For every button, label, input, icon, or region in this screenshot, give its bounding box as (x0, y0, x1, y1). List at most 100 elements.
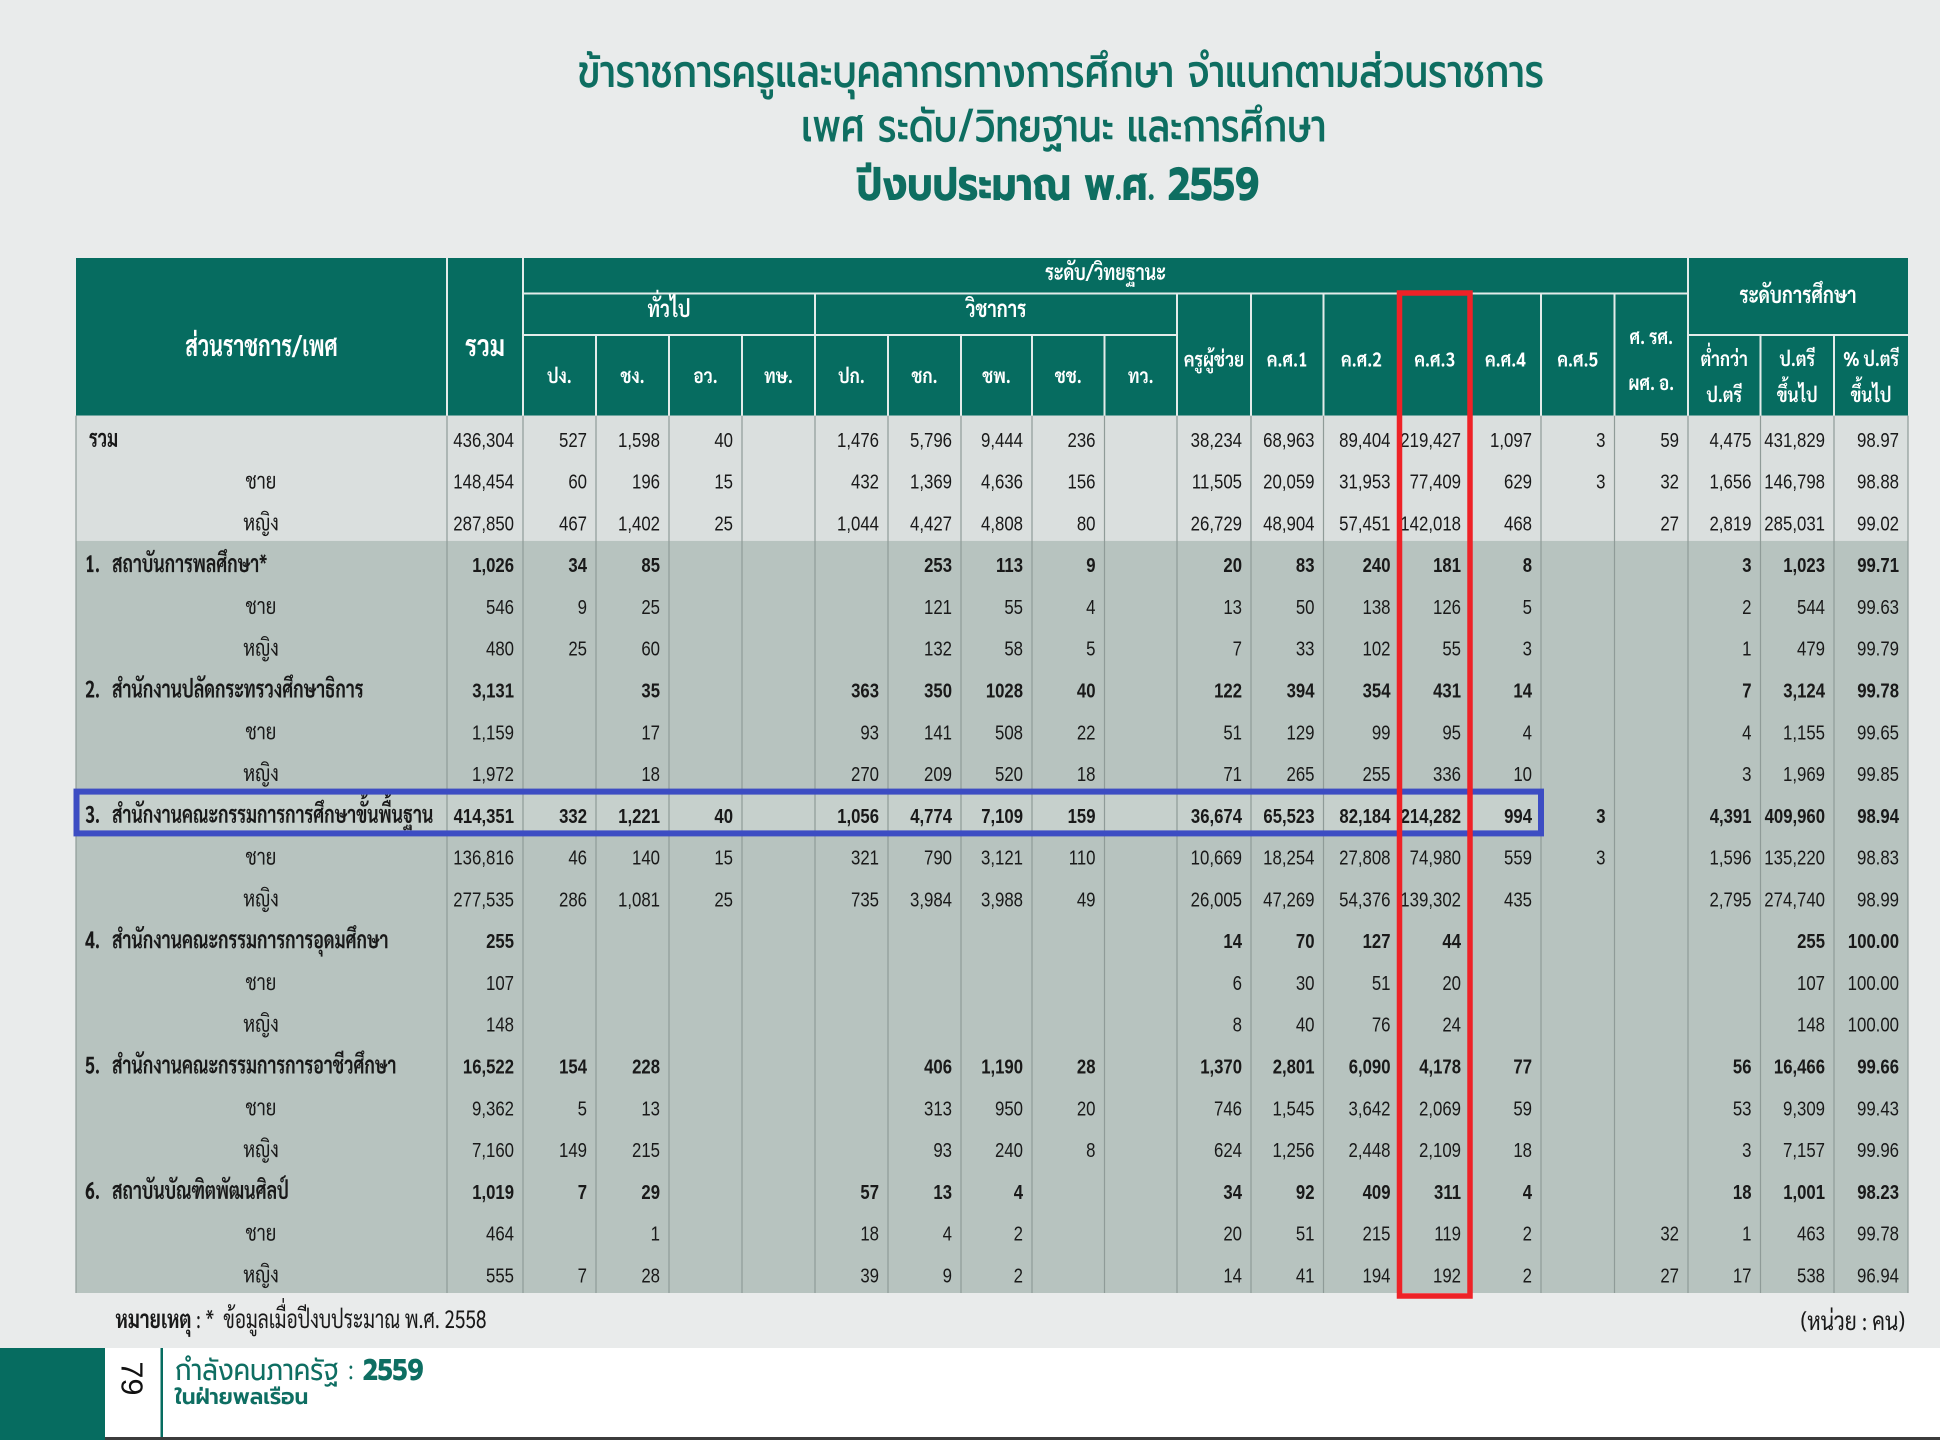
svg-text:113: 113 (996, 553, 1023, 576)
svg-text:1,545: 1,545 (1272, 1097, 1314, 1120)
svg-text:4,391: 4,391 (1710, 804, 1752, 827)
svg-text:100.00: 100.00 (1848, 930, 1899, 953)
svg-text:2: 2 (1523, 1222, 1532, 1245)
svg-text:629: 629 (1504, 470, 1532, 493)
svg-text:3: 3 (1742, 763, 1751, 786)
svg-text:99: 99 (1372, 721, 1391, 744)
svg-text:99.96: 99.96 (1857, 1139, 1899, 1162)
svg-text:99.63: 99.63 (1857, 595, 1899, 618)
svg-text:4,427: 4,427 (910, 512, 952, 535)
svg-text:4,774: 4,774 (910, 804, 952, 827)
svg-text:79: 79 (115, 1362, 149, 1396)
svg-text:25: 25 (714, 512, 733, 535)
svg-text:4: 4 (943, 1222, 952, 1245)
svg-text:1,476: 1,476 (837, 428, 879, 451)
svg-text:20: 20 (1077, 1097, 1096, 1120)
svg-text:59: 59 (1660, 428, 1679, 451)
svg-text:8: 8 (1233, 1013, 1242, 1036)
svg-text:3,642: 3,642 (1348, 1097, 1390, 1120)
svg-text:139,302: 139,302 (1400, 888, 1461, 911)
svg-text:18: 18 (1513, 1139, 1532, 1162)
svg-text:15: 15 (714, 470, 733, 493)
svg-text:50: 50 (1296, 595, 1315, 618)
svg-text:99.66: 99.66 (1857, 1055, 1899, 1078)
svg-text:68,963: 68,963 (1263, 428, 1314, 451)
svg-text:98.97: 98.97 (1857, 428, 1899, 451)
svg-text:1,969: 1,969 (1783, 763, 1825, 786)
svg-text:20,059: 20,059 (1263, 470, 1314, 493)
svg-text:99.85: 99.85 (1857, 763, 1899, 786)
svg-text:1: 1 (1742, 637, 1751, 660)
svg-text:18,254: 18,254 (1263, 846, 1314, 869)
svg-text:59: 59 (1513, 1097, 1532, 1120)
svg-text:4: 4 (1742, 721, 1751, 744)
svg-text:790: 790 (924, 846, 952, 869)
svg-text:538: 538 (1797, 1264, 1825, 1287)
svg-text:85: 85 (641, 553, 660, 576)
svg-text:1,056: 1,056 (837, 804, 879, 827)
svg-text:214,282: 214,282 (1401, 804, 1461, 827)
svg-text:1,972: 1,972 (472, 763, 514, 786)
svg-text:40: 40 (1077, 679, 1096, 702)
svg-text:624: 624 (1214, 1139, 1242, 1162)
svg-text:464: 464 (486, 1222, 514, 1245)
svg-text:36,674: 36,674 (1191, 804, 1243, 827)
svg-text:76: 76 (1372, 1013, 1391, 1036)
svg-text:99.78: 99.78 (1857, 679, 1899, 702)
svg-text:2: 2 (1014, 1222, 1023, 1245)
svg-text:141: 141 (924, 721, 952, 744)
svg-text:192: 192 (1433, 1264, 1461, 1287)
svg-text:127: 127 (1363, 930, 1391, 953)
svg-text:99.43: 99.43 (1857, 1097, 1899, 1120)
svg-text:4: 4 (1014, 1180, 1024, 1203)
svg-text:49: 49 (1077, 888, 1096, 911)
svg-text:277,535: 277,535 (453, 888, 514, 911)
svg-text:559: 559 (1504, 846, 1532, 869)
svg-text:77: 77 (1513, 1055, 1532, 1078)
svg-text:467: 467 (559, 512, 587, 535)
svg-text:255: 255 (1797, 930, 1825, 953)
svg-text:950: 950 (995, 1097, 1023, 1120)
svg-text:3: 3 (1596, 846, 1605, 869)
svg-text:2,069: 2,069 (1419, 1097, 1461, 1120)
svg-text:432: 432 (851, 470, 879, 493)
svg-text:285,031: 285,031 (1764, 512, 1825, 535)
svg-text:102: 102 (1362, 637, 1390, 660)
svg-text:126: 126 (1433, 595, 1461, 618)
svg-text:1,656: 1,656 (1709, 470, 1751, 493)
svg-text:2: 2 (1523, 1264, 1532, 1287)
svg-text:18: 18 (860, 1222, 879, 1245)
svg-text:57,451: 57,451 (1339, 512, 1390, 535)
svg-text:40: 40 (714, 428, 733, 451)
svg-text:99.79: 99.79 (1857, 637, 1899, 660)
svg-text:3: 3 (1742, 1139, 1751, 1162)
svg-text:194: 194 (1362, 1264, 1390, 1287)
svg-text:7,157: 7,157 (1783, 1139, 1825, 1162)
svg-text:4,475: 4,475 (1709, 428, 1751, 451)
svg-text:8: 8 (1086, 1139, 1095, 1162)
svg-text:253: 253 (924, 553, 952, 576)
svg-text:1,598: 1,598 (618, 428, 660, 451)
svg-text:2: 2 (1014, 1264, 1023, 1287)
svg-text:98.94: 98.94 (1857, 804, 1899, 827)
svg-text:9,309: 9,309 (1783, 1097, 1825, 1120)
svg-text:5: 5 (578, 1097, 587, 1120)
svg-text:463: 463 (1797, 1222, 1825, 1245)
svg-text:2,109: 2,109 (1419, 1139, 1461, 1162)
svg-text:270: 270 (851, 763, 879, 786)
svg-text:14: 14 (1513, 679, 1532, 702)
svg-text:527: 527 (559, 428, 587, 451)
svg-text:71: 71 (1223, 763, 1242, 786)
svg-text:16,466: 16,466 (1774, 1055, 1825, 1078)
svg-text:142,018: 142,018 (1400, 512, 1461, 535)
svg-text:1,596: 1,596 (1709, 846, 1751, 869)
svg-text:56: 56 (1733, 1055, 1752, 1078)
svg-text:93: 93 (933, 1139, 952, 1162)
svg-text:1: 1 (1742, 1222, 1751, 1245)
svg-text:40: 40 (714, 804, 733, 827)
svg-text:431,829: 431,829 (1764, 428, 1825, 451)
svg-text:77,409: 77,409 (1410, 470, 1461, 493)
svg-text:1,402: 1,402 (618, 512, 660, 535)
svg-text:255: 255 (486, 930, 514, 953)
svg-text:98.83: 98.83 (1857, 846, 1899, 869)
